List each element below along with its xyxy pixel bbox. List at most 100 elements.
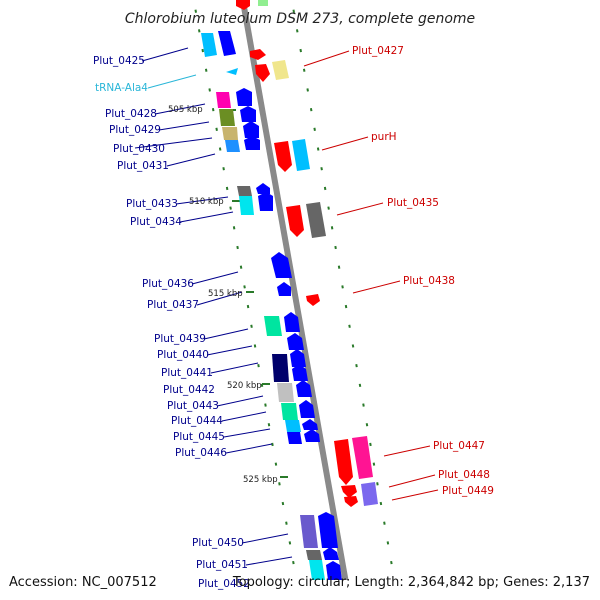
gene-plut-0443[interactable] (296, 380, 312, 397)
scale-label-510: 510 kbp (189, 197, 224, 207)
accession-text: Accession: NC_007512 (9, 575, 157, 590)
gene-top-partial (236, 0, 250, 10)
gene-plut-0446[interactable] (287, 432, 302, 444)
gene-plut-0448b[interactable] (344, 496, 358, 507)
gene-plut-0444[interactable] (281, 403, 298, 420)
forward-leader-lines (303, 50, 439, 501)
gene-plut-0444-arrow[interactable] (299, 400, 315, 418)
gene-purh-b[interactable] (292, 139, 310, 171)
label-plut-0445[interactable]: Plut_0445 (173, 431, 225, 443)
label-plut-0443[interactable]: Plut_0443 (167, 400, 219, 412)
gene-top-partial-b (258, 0, 268, 6)
gene-plut-0445-arrow[interactable] (302, 419, 318, 430)
gene-plut-0451[interactable] (306, 550, 322, 560)
label-plut-0447[interactable]: Plut_0447 (433, 440, 485, 452)
label-plut-0444[interactable]: Plut_0444 (171, 415, 223, 427)
gene-plut-0433-arrow[interactable] (256, 183, 270, 194)
gene-plut-0435[interactable] (286, 205, 304, 237)
label-plut-0433[interactable]: Plut_0433 (126, 198, 178, 210)
trna-leader-line (147, 74, 197, 89)
outer-guide-ring (290, 0, 396, 580)
gene-plut-0428-arrow[interactable] (236, 88, 252, 106)
label-plut-0438[interactable]: Plut_0438 (403, 275, 455, 287)
forward-strand-genes (236, 0, 378, 600)
gene-plut-0445[interactable] (285, 420, 301, 432)
gene-plut-0425b[interactable] (218, 31, 236, 56)
gene-plut-0427[interactable] (250, 49, 266, 60)
gene-plut-0433[interactable] (237, 186, 252, 196)
gene-plut-0430[interactable] (222, 127, 238, 140)
label-trna-ala4[interactable]: tRNA-Ala4 (95, 82, 148, 94)
scale-ticks (228, 109, 288, 478)
reverse-strand-labels: Plut_0425 tRNA-Ala4 Plut_0428 Plut_0429 … (93, 55, 248, 571)
label-plut-0442[interactable]: Plut_0442 (163, 384, 215, 396)
gene-plut-0452-arrow[interactable] (326, 561, 342, 580)
gene-plut-0437[interactable] (277, 282, 291, 296)
gene-plut-0452[interactable] (309, 560, 325, 580)
label-plut-0451[interactable]: Plut_0451 (196, 559, 248, 571)
label-plut-0448[interactable]: Plut_0448 (438, 469, 490, 481)
label-plut-0450[interactable]: Plut_0450 (192, 537, 244, 549)
gene-plut-0447b[interactable] (352, 436, 373, 479)
gene-plut-0427c[interactable] (272, 60, 289, 80)
label-plut-0437[interactable]: Plut_0437 (147, 299, 199, 311)
gene-plut-0425[interactable] (201, 33, 217, 57)
label-plut-0441[interactable]: Plut_0441 (161, 367, 213, 379)
scale-label-505: 505 kbp (168, 105, 203, 115)
label-plut-0435[interactable]: Plut_0435 (387, 197, 439, 209)
gene-plut-0447[interactable] (334, 439, 353, 485)
scale-label-515: 515 kbp (208, 289, 243, 299)
label-plut-0425[interactable]: Plut_0425 (93, 55, 145, 67)
gene-plut-0449[interactable] (361, 482, 378, 506)
map-title: Chlorobium luteolum DSM 273, complete ge… (125, 11, 475, 27)
label-plut-0446[interactable]: Plut_0446 (175, 447, 227, 459)
gene-plut-0429-arrow[interactable] (240, 106, 256, 122)
scale-labels: 505 kbp 510 kbp 515 kbp 520 kbp 525 kbp (168, 105, 278, 485)
gene-plut-0436[interactable] (271, 252, 292, 278)
label-purh[interactable]: purH (371, 131, 397, 143)
gene-plut-0434[interactable] (239, 196, 254, 215)
gene-plut-0451-arrow[interactable] (323, 547, 339, 560)
gene-plut-0439[interactable] (264, 316, 282, 336)
gene-plut-0440[interactable] (287, 333, 304, 350)
gene-plut-0429[interactable] (219, 109, 235, 126)
label-plut-0440[interactable]: Plut_0440 (157, 349, 209, 361)
label-plut-0452[interactable]: Plut_0452 (198, 578, 250, 590)
gene-plut-0427b[interactable] (255, 64, 270, 82)
gene-plut-0430-arrow[interactable] (243, 121, 259, 138)
gene-plut-0438[interactable] (306, 294, 320, 306)
gene-plut-0450[interactable] (300, 515, 318, 548)
gene-plut-0439-arrow[interactable] (284, 312, 300, 332)
label-plut-0427[interactable]: Plut_0427 (352, 45, 404, 57)
label-plut-0449[interactable]: Plut_0449 (442, 485, 494, 497)
gene-plut-0441b-arrow[interactable] (292, 364, 308, 381)
gene-plut-0431[interactable] (225, 140, 240, 152)
label-plut-0439[interactable]: Plut_0439 (154, 333, 206, 345)
label-plut-0436[interactable]: Plut_0436 (142, 278, 194, 290)
gene-bottom-partial (357, 590, 372, 600)
gene-plut-0428[interactable] (216, 92, 231, 108)
scale-label-520: 520 kbp (227, 381, 262, 391)
gene-plut-0442[interactable] (277, 383, 294, 402)
gene-trna-ala4[interactable] (226, 68, 238, 75)
label-plut-0429[interactable]: Plut_0429 (109, 124, 161, 136)
gene-plut-0446-arrow[interactable] (304, 429, 320, 442)
label-plut-0434[interactable]: Plut_0434 (130, 216, 182, 228)
label-plut-0431[interactable]: Plut_0431 (117, 160, 169, 172)
label-plut-0430[interactable]: Plut_0430 (113, 143, 165, 155)
gene-plut-0448[interactable] (341, 485, 357, 498)
reverse-leader-lines (134, 47, 293, 566)
gene-purh[interactable] (274, 141, 292, 172)
gene-plut-0431-arrow[interactable] (244, 136, 260, 150)
genome-summary-text: Topology: circular; Length: 2,364,842 bp… (232, 575, 590, 590)
forward-strand-labels: Plut_0427 purH Plut_0435 Plut_0438 Plut_… (352, 45, 494, 497)
label-plut-0428[interactable]: Plut_0428 (105, 108, 157, 120)
gene-plut-0434-arrow[interactable] (258, 192, 273, 211)
gene-plut-0441[interactable] (272, 354, 289, 382)
gene-plut-0441-arrow[interactable] (290, 349, 306, 367)
gene-plut-0435b[interactable] (306, 202, 326, 238)
reverse-strand-genes (201, 31, 342, 580)
gene-plut-0450-arrow[interactable] (318, 512, 338, 548)
scale-label-525: 525 kbp (243, 475, 278, 485)
